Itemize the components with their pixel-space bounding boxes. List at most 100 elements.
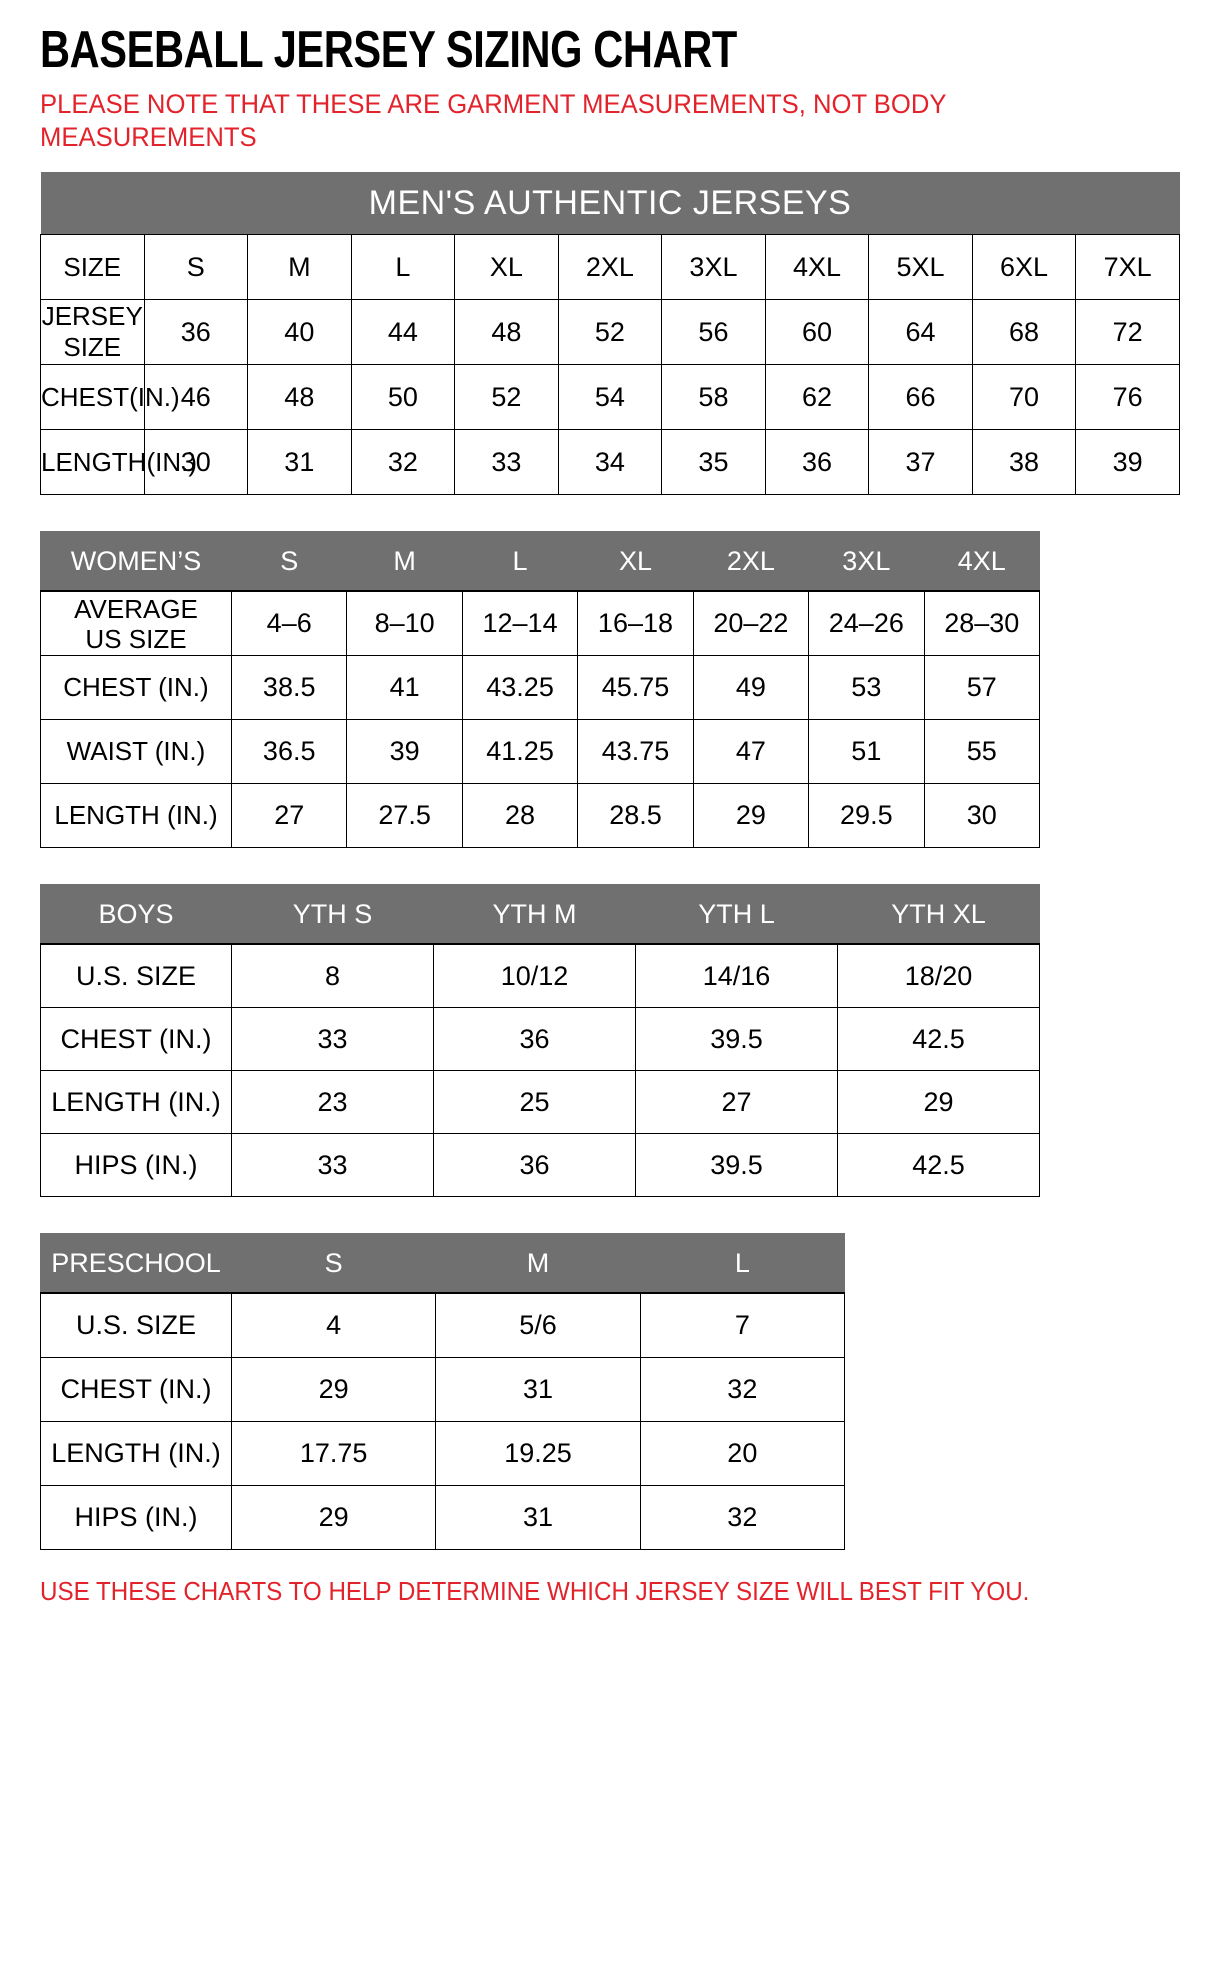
womens-col-header: 4XL — [923, 531, 1041, 592]
table-cell: 68 — [971, 299, 1077, 365]
table-cell: 56 — [661, 299, 766, 365]
preschool-row-label: LENGTH (IN.) — [40, 1421, 232, 1486]
table-cell: 28.5 — [577, 783, 694, 848]
table-cell: 33 — [454, 429, 559, 495]
table-cell: 29 — [230, 1485, 437, 1550]
womens-col-header: 3XL — [808, 531, 925, 592]
womens-sizing-table: WOMEN’S S M L XL 2XL 3XL 4XL AVERAGE US S… — [40, 531, 1041, 848]
table-cell: 48 — [454, 299, 559, 365]
womens-row-label: CHEST (IN.) — [40, 655, 232, 720]
table-cell: 36 — [433, 1133, 636, 1197]
mens-row-label: JERSEY SIZE — [40, 299, 145, 365]
womens-col-header: M — [346, 531, 463, 592]
mens-col-header: XL — [454, 234, 559, 300]
table-cell: 47 — [692, 719, 810, 784]
table-cell: 17.75 — [230, 1421, 437, 1486]
table-cell: 29.5 — [808, 783, 925, 848]
table-cell: 30 — [923, 783, 1041, 848]
table-cell: 52 — [454, 364, 559, 430]
table-cell: 37 — [868, 429, 973, 495]
mens-col-header: 3XL — [661, 234, 766, 300]
table-cell: 52 — [557, 299, 663, 365]
table-cell: 72 — [1075, 299, 1180, 365]
table-cell: 54 — [557, 364, 663, 430]
table-row: LENGTH (IN.) 23 25 27 29 — [40, 1070, 1040, 1134]
table-cell: 58 — [661, 364, 766, 430]
table-cell: 40 — [247, 299, 352, 365]
mens-row-label: LENGTH(IN.) — [40, 429, 197, 495]
table-cell: 46 — [143, 364, 249, 430]
table-cell: 29 — [837, 1070, 1040, 1134]
table-cell: 70 — [971, 364, 1077, 430]
table-cell: 4 — [230, 1292, 437, 1358]
table-cell: 31 — [247, 429, 352, 495]
table-cell: 27 — [635, 1070, 838, 1134]
mens-col-header: 2XL — [557, 234, 663, 300]
table-cell: 4–6 — [230, 590, 348, 656]
table-row: LENGTH(IN.) 30 31 32 33 34 35 36 37 38 3… — [40, 429, 1180, 495]
table-cell: 16–18 — [577, 590, 694, 656]
table-cell: 38.5 — [230, 655, 348, 720]
table-cell: 38 — [971, 429, 1077, 495]
womens-col-header: L — [461, 531, 579, 592]
mens-header-row: SIZE S M L XL 2XL 3XL 4XL 5XL 6XL 7XL — [40, 234, 1180, 300]
table-cell: 20–22 — [692, 590, 810, 656]
table-cell: 32 — [350, 429, 456, 495]
boys-col-header: YTH L — [635, 884, 838, 945]
mens-col-header: S — [143, 234, 249, 300]
table-cell: 5/6 — [435, 1292, 641, 1358]
table-cell: 60 — [764, 299, 870, 365]
garment-measurement-note: PLEASE NOTE THAT THESE ARE GARMENT MEASU… — [40, 89, 947, 152]
table-cell: 39 — [1075, 429, 1180, 495]
table-cell: 44 — [350, 299, 456, 365]
table-row: CHEST(IN.) 46 48 50 52 54 58 62 66 70 76 — [40, 364, 1180, 430]
mens-col-header: 6XL — [971, 234, 1077, 300]
mens-table-title: MEN'S AUTHENTIC JERSEYS — [40, 172, 1180, 235]
table-cell: 28 — [461, 783, 579, 848]
table-cell: 39.5 — [635, 1133, 838, 1197]
table-cell: 43.75 — [577, 719, 694, 784]
table-cell: 29 — [692, 783, 810, 848]
preschool-col-header: L — [639, 1233, 846, 1294]
table-cell: 55 — [923, 719, 1041, 784]
table-cell: 43.25 — [461, 655, 579, 720]
table-cell: 49 — [692, 655, 810, 720]
table-cell: 19.25 — [435, 1421, 641, 1486]
table-cell: 31 — [435, 1485, 641, 1550]
mens-col-header: 5XL — [868, 234, 973, 300]
boys-row-label: U.S. SIZE — [40, 943, 232, 1008]
womens-header-row: WOMEN’S S M L XL 2XL 3XL 4XL — [40, 531, 1041, 592]
preschool-header-row: PRESCHOOL S M L — [40, 1233, 846, 1294]
boys-col-header: YTH M — [433, 884, 636, 945]
table-cell: 32 — [639, 1357, 846, 1422]
table-cell: 62 — [764, 364, 870, 430]
table-cell: 36 — [143, 299, 249, 365]
table-cell: 41.25 — [461, 719, 579, 784]
preschool-sizing-table: PRESCHOOL S M L U.S. SIZE 4 5/6 7 CHEST … — [40, 1233, 846, 1550]
table-cell: 36 — [764, 429, 870, 495]
footer-note: USE THESE CHARTS TO HELP DETERMINE WHICH… — [40, 1576, 1030, 1606]
womens-corner-label: WOMEN’S — [40, 531, 232, 592]
table-cell: 42.5 — [837, 1007, 1040, 1071]
womens-row-label: LENGTH (IN.) — [40, 783, 232, 848]
preschool-row-label: U.S. SIZE — [40, 1292, 232, 1358]
table-cell: 27.5 — [346, 783, 463, 848]
mens-col-header: 4XL — [764, 234, 870, 300]
mens-col-header: L — [350, 234, 456, 300]
table-cell: 33 — [231, 1007, 434, 1071]
table-cell: 57 — [923, 655, 1041, 720]
table-row: HIPS (IN.) 33 36 39.5 42.5 — [40, 1133, 1040, 1197]
table-cell: 20 — [639, 1421, 846, 1486]
preschool-corner-label: PRESCHOOL — [40, 1233, 232, 1294]
table-cell: 7 — [639, 1292, 846, 1358]
preschool-row-label: CHEST (IN.) — [40, 1357, 232, 1422]
table-cell: 24–26 — [808, 590, 925, 656]
table-cell: 48 — [247, 364, 352, 430]
table-cell: 34 — [557, 429, 663, 495]
table-cell: 23 — [231, 1070, 434, 1134]
table-cell: 76 — [1075, 364, 1180, 430]
table-cell: 8 — [231, 943, 434, 1008]
womens-col-header: 2XL — [692, 531, 810, 592]
boys-row-label: HIPS (IN.) — [40, 1133, 232, 1197]
